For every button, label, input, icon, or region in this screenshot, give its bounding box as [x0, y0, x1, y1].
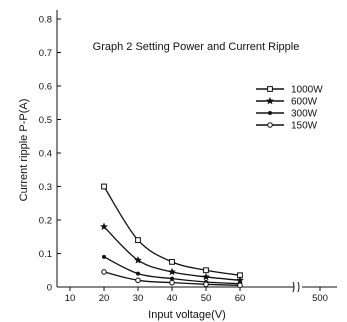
x-tick-label: 500	[312, 293, 328, 304]
legend-item: 1000W	[256, 85, 323, 96]
y-tick-label: 0.1	[39, 249, 52, 260]
series-layer	[99, 183, 245, 289]
y-tick-label: 0.4	[39, 149, 52, 160]
data-point	[99, 222, 109, 231]
x-tick-label: 60	[235, 293, 246, 304]
series-1000w	[101, 183, 243, 279]
data-point	[170, 276, 174, 281]
y-tick-label: 0.8	[39, 15, 52, 26]
y-tick-label: 0.6	[39, 82, 52, 93]
data-point	[203, 267, 209, 274]
y-axis-label: Current ripple P-P(A)	[18, 99, 30, 202]
series-150w	[101, 269, 243, 289]
legend-label: 600W	[291, 97, 318, 108]
data-point	[167, 267, 177, 276]
data-point	[169, 279, 175, 286]
data-point	[136, 271, 140, 276]
data-point	[102, 254, 106, 259]
data-point	[135, 277, 141, 284]
y-tick-label: 0.7	[39, 48, 52, 59]
legend-marker	[268, 111, 272, 115]
legend-marker	[267, 86, 273, 92]
legend-item: 300W	[256, 109, 318, 120]
legend-marker	[267, 122, 273, 128]
x-tick-label: 50	[201, 293, 212, 304]
axis-break-mark	[292, 281, 295, 293]
axis-break-mark	[297, 281, 300, 293]
data-point	[237, 282, 243, 289]
data-point	[135, 237, 141, 243]
data-point	[169, 258, 175, 265]
y-tick-label: 0.3	[39, 182, 52, 193]
ticks: 0 0.1 0.2 0.3 0.4 0.5 0.6 0.7 0.8 10 20 30 40 50 60 500	[39, 15, 328, 305]
x-axis-label: Input voltage(V)	[148, 309, 226, 321]
legend-item: 150W	[256, 121, 318, 132]
y-tick-label: 0	[47, 283, 52, 294]
data-point	[133, 255, 143, 264]
y-tick-label: 0.5	[39, 115, 52, 126]
legend-item: 600W	[256, 97, 318, 108]
x-tick-label: 10	[65, 293, 76, 304]
data-point	[101, 269, 107, 275]
x-tick-label: 40	[167, 293, 178, 304]
legend-label: 300W	[291, 109, 318, 120]
data-point	[101, 183, 107, 190]
data-point	[201, 272, 211, 281]
x-tick-label: 20	[99, 293, 110, 304]
legend-label: 150W	[291, 121, 318, 132]
chart-title: Graph 2 Setting Power and Current Ripple	[93, 41, 300, 53]
series-600w	[99, 222, 245, 284]
legend-label: 1000W	[291, 85, 323, 96]
x-tick-label: 30	[133, 293, 144, 304]
y-tick-label: 0.2	[39, 216, 52, 227]
data-point	[203, 281, 209, 288]
legend-marker	[265, 96, 275, 105]
